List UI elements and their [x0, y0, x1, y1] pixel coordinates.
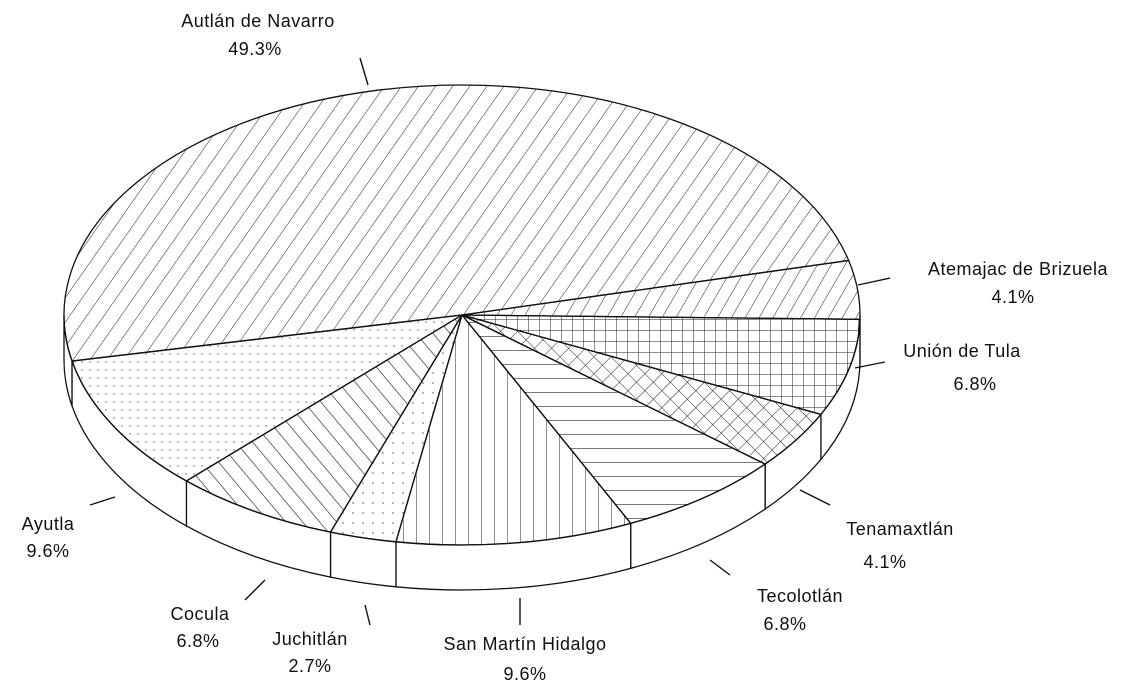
leader-line	[857, 277, 891, 286]
slice-value: 2.7%	[288, 656, 331, 676]
leader-line	[709, 559, 731, 576]
slice	[461, 314, 767, 525]
slice-value: 9.6%	[503, 664, 546, 684]
slice-value: 6.8%	[953, 374, 996, 394]
leader-line	[244, 579, 266, 601]
labels: Autlán de Navarro 49.3% Atemajac de Brizue…	[22, 11, 1109, 684]
slice-label: Tecolotlán	[757, 586, 843, 606]
pie-sides	[63, 314, 861, 591]
leader-line	[359, 57, 369, 86]
slice-value: 9.6%	[26, 541, 69, 561]
slice	[395, 313, 632, 546]
slice-label: Juchitlán	[272, 629, 348, 649]
pie-top	[63, 84, 861, 546]
slice-label: Ayutla	[22, 514, 75, 534]
slice	[185, 314, 463, 533]
leader-line	[364, 604, 371, 626]
slice-label: San Martín Hidalgo	[443, 634, 606, 654]
slice-value: 49.3%	[228, 39, 282, 59]
slice-value: 4.1%	[991, 287, 1034, 307]
slice-label: Unión de Tula	[903, 341, 1021, 361]
slice-label: Autlán de Navarro	[181, 11, 335, 31]
slice-label: Atemajac de Brizuela	[928, 259, 1109, 279]
slice-label: Tenamaxtlán	[846, 519, 954, 539]
slice	[63, 84, 850, 362]
slice-value: 6.8%	[763, 614, 806, 634]
slice	[461, 314, 861, 416]
leader-line	[854, 361, 886, 369]
slice	[71, 314, 463, 482]
slice-value: 4.1%	[863, 552, 906, 572]
slice-label: Cocula	[170, 604, 230, 624]
leader-line	[799, 489, 831, 506]
leader-line	[89, 496, 116, 506]
slice-value: 6.8%	[176, 631, 219, 651]
